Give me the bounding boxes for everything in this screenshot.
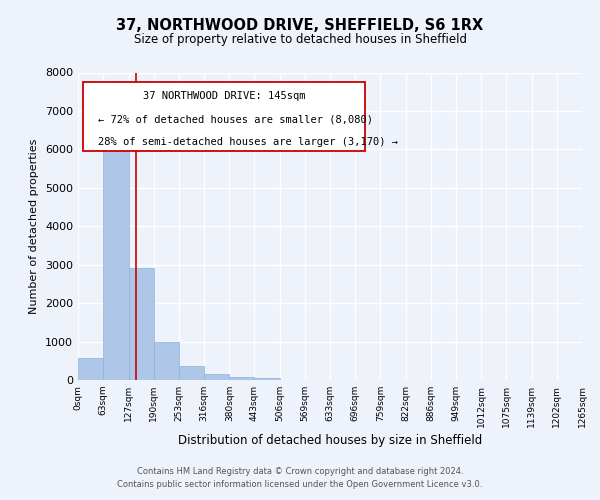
Text: Contains public sector information licensed under the Open Government Licence v3: Contains public sector information licen… [118,480,482,489]
Text: 37 NORTHWOOD DRIVE: 145sqm: 37 NORTHWOOD DRIVE: 145sqm [143,91,305,101]
Text: Contains HM Land Registry data © Crown copyright and database right 2024.: Contains HM Land Registry data © Crown c… [137,467,463,476]
Bar [103,134,128,380]
X-axis label: Distribution of detached houses by size in Sheffield: Distribution of detached houses by size … [178,434,482,447]
Text: 28% of semi-detached houses are larger (3,170) →: 28% of semi-detached houses are larger (… [98,137,398,147]
Text: ← 72% of detached houses are smaller (8,080): ← 72% of detached houses are smaller (8,… [98,114,373,124]
Text: Size of property relative to detached houses in Sheffield: Size of property relative to detached ho… [133,32,467,46]
Bar [204,374,229,380]
Bar [78,358,103,380]
Bar [128,268,154,380]
FancyBboxPatch shape [83,82,365,151]
Bar [179,366,204,380]
Text: 37, NORTHWOOD DRIVE, SHEFFIELD, S6 1RX: 37, NORTHWOOD DRIVE, SHEFFIELD, S6 1RX [116,18,484,32]
Bar [154,342,179,380]
Bar [254,378,280,380]
Bar [229,377,254,380]
Y-axis label: Number of detached properties: Number of detached properties [29,138,40,314]
